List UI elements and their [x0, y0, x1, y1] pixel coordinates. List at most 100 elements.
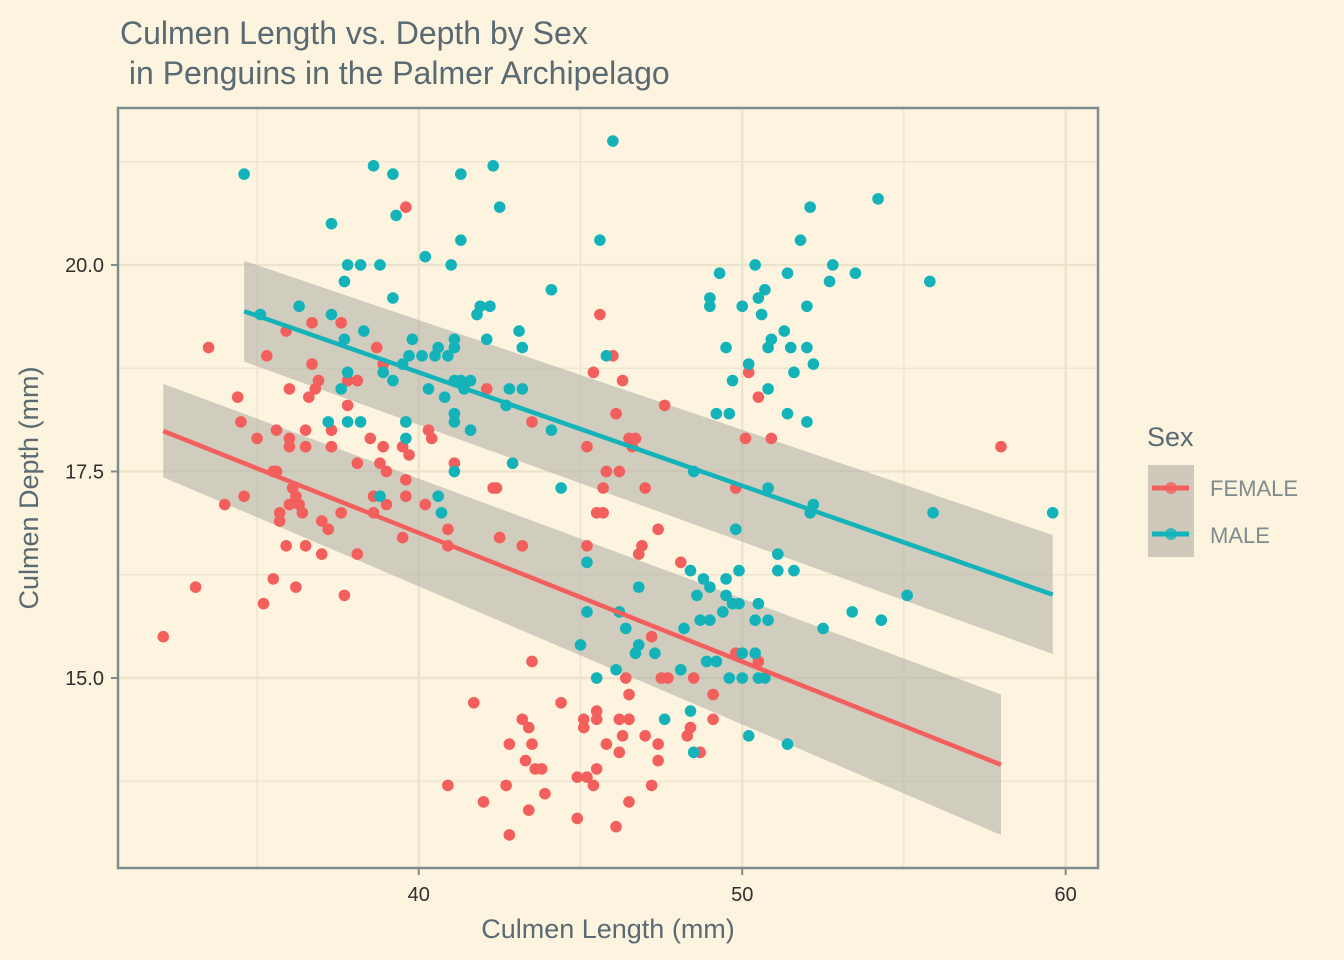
point-male: [752, 597, 765, 610]
point-male: [901, 589, 913, 602]
point-male: [487, 160, 499, 172]
point-male: [448, 416, 461, 428]
legend: Sex FEMALE MALE: [1147, 422, 1298, 557]
point-female: [325, 440, 338, 453]
point-male: [759, 672, 771, 684]
point-female: [400, 473, 412, 486]
point-male: [684, 564, 697, 577]
point-male: [784, 341, 797, 354]
point-female: [636, 540, 648, 552]
point-male: [717, 606, 729, 618]
point-male: [794, 234, 807, 246]
point-male: [697, 573, 710, 585]
point-male: [801, 416, 813, 428]
point-female: [616, 374, 629, 387]
point-male: [759, 283, 771, 296]
point-female: [157, 630, 170, 643]
point-female: [283, 440, 296, 453]
point-female: [312, 374, 325, 387]
point-male: [927, 506, 939, 519]
chart-subtitle: in Penguins in the Palmer Archipelago: [120, 55, 670, 91]
point-male: [387, 292, 399, 304]
point-male: [422, 383, 435, 395]
point-female: [425, 432, 438, 445]
point-female: [539, 787, 551, 800]
point-male: [590, 672, 603, 684]
point-female: [283, 498, 296, 511]
point-male: [387, 374, 399, 387]
point-female: [590, 713, 603, 726]
point-female: [623, 713, 635, 726]
point-female: [526, 738, 538, 750]
point-female: [377, 440, 390, 453]
point-male: [765, 333, 778, 346]
point-male: [377, 366, 390, 379]
point-female: [306, 358, 318, 370]
point-female: [522, 804, 535, 816]
point-male: [720, 341, 732, 354]
point-female: [400, 490, 412, 503]
point-female: [555, 696, 567, 709]
point-male: [545, 283, 558, 296]
point-female: [581, 540, 593, 552]
point-female: [639, 482, 651, 494]
point-female: [442, 779, 454, 792]
point-male: [778, 325, 791, 337]
legend-key-background: [1148, 465, 1194, 557]
legend-title: Sex: [1147, 422, 1194, 452]
point-female: [652, 738, 664, 750]
point-female: [351, 457, 364, 470]
point-female: [600, 465, 613, 478]
point-female: [526, 655, 538, 668]
point-female: [590, 705, 603, 717]
point-male: [736, 300, 749, 313]
point-female: [577, 713, 590, 726]
point-male: [720, 573, 732, 585]
point-male: [742, 730, 755, 742]
point-male: [762, 614, 774, 626]
point-male: [325, 308, 338, 321]
point-female: [500, 779, 512, 792]
x-tick-label: 50: [731, 884, 753, 906]
point-female: [315, 548, 328, 560]
point-male: [733, 564, 745, 577]
point-female: [380, 465, 393, 478]
point-female: [995, 440, 1007, 453]
point-female: [364, 432, 377, 445]
point-male: [619, 622, 632, 635]
point-male: [555, 482, 567, 494]
point-male: [341, 366, 354, 379]
point-male: [374, 259, 386, 271]
point-male: [480, 333, 493, 346]
point-male: [484, 300, 496, 313]
point-male: [772, 564, 784, 577]
point-male: [849, 267, 862, 280]
point-male: [781, 407, 794, 420]
point-male: [464, 424, 477, 436]
point-male: [684, 705, 697, 717]
point-male: [338, 275, 351, 288]
point-male: [749, 614, 761, 626]
point-male: [752, 292, 765, 304]
point-female: [202, 341, 215, 354]
point-male: [733, 597, 745, 610]
point-male: [749, 647, 761, 660]
point-male: [581, 556, 593, 569]
point-male: [710, 655, 723, 668]
point-male: [807, 358, 820, 370]
point-male: [238, 168, 250, 180]
point-female: [616, 730, 629, 742]
point-female: [251, 432, 263, 445]
point-female: [218, 498, 231, 511]
point-male: [781, 738, 794, 750]
point-female: [610, 407, 622, 420]
point-male: [762, 482, 774, 494]
point-female: [613, 713, 626, 726]
point-female: [658, 399, 671, 412]
x-axis-ticks: 40 50 60: [408, 868, 1077, 906]
point-male: [387, 168, 399, 180]
point-female: [231, 391, 244, 403]
point-female: [260, 350, 273, 362]
point-male: [416, 350, 428, 362]
